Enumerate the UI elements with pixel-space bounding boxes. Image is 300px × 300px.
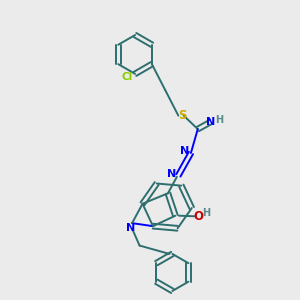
- Text: Cl: Cl: [121, 72, 132, 82]
- Text: N: N: [180, 146, 189, 157]
- Text: H: H: [202, 208, 210, 218]
- Text: N: N: [126, 223, 135, 232]
- Text: N: N: [167, 169, 176, 179]
- Text: S: S: [178, 109, 187, 122]
- Text: O: O: [194, 210, 204, 223]
- Text: N: N: [206, 117, 215, 127]
- Text: H: H: [215, 115, 223, 124]
